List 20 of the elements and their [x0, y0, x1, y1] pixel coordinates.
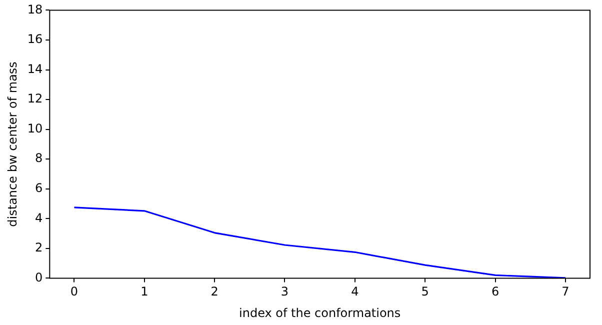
x-tick-label: 3	[280, 284, 289, 299]
y-tick-label: 4	[35, 210, 43, 225]
y-tick-label: 16	[27, 32, 43, 46]
x-tick-label: 4	[351, 284, 359, 299]
y-tick-label: 6	[35, 180, 43, 195]
x-tick-label: 1	[140, 284, 148, 299]
x-tick-label: 6	[491, 284, 500, 299]
x-axis-title: index of the conformations	[239, 306, 401, 320]
x-tick-label: 0	[70, 284, 78, 299]
y-tick-label: 8	[35, 151, 43, 166]
x-tick-label: 7	[562, 284, 570, 299]
x-tick-label: 2	[210, 284, 218, 299]
y-tick-label: 14	[27, 62, 43, 76]
y-tick-label: 12	[27, 92, 43, 106]
y-tick-label: 18	[27, 2, 43, 16]
y-tick-label: 2	[35, 240, 43, 255]
y-tick-label: 0	[35, 270, 43, 284]
x-tick-label: 5	[421, 284, 429, 299]
y-tick-label: 10	[27, 121, 43, 136]
y-axis-title: distance bw center of mass	[5, 62, 20, 227]
